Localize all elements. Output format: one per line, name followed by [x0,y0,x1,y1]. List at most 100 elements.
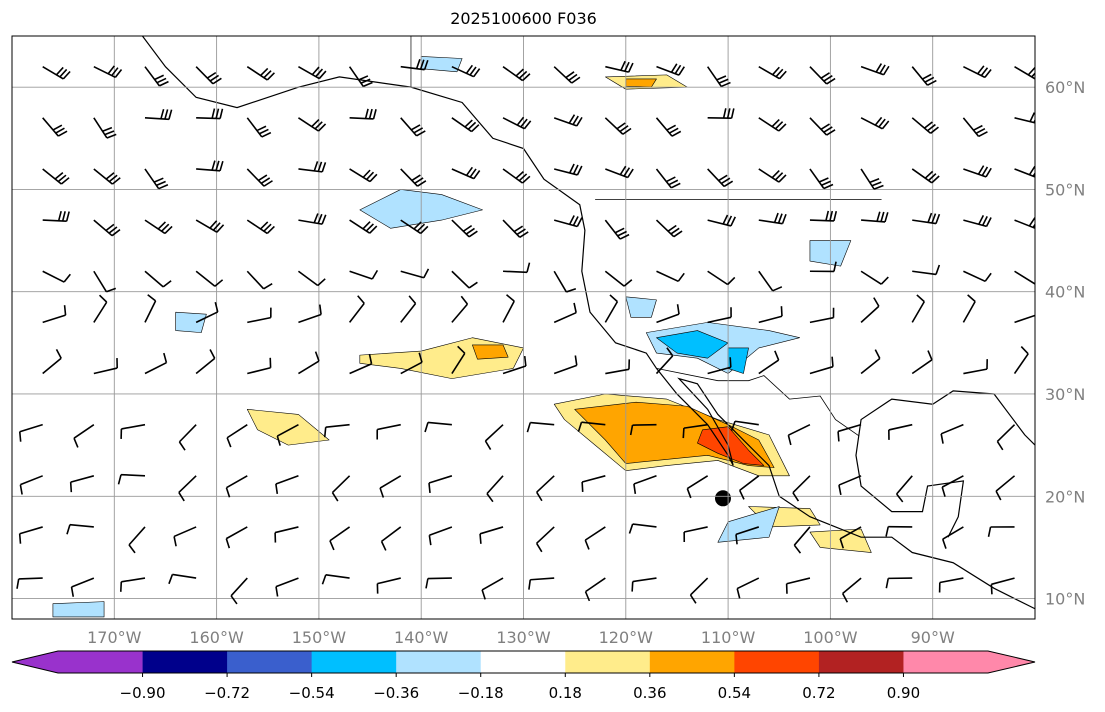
barb-flag [775,68,784,78]
wind-barb [349,269,379,280]
wind-barb [655,168,681,189]
wind-barb [553,114,583,127]
barb-flag [380,541,387,551]
wind-barb [629,423,657,436]
barb-flag [506,294,515,302]
barb-flag [168,574,174,585]
barb-flag [54,172,64,180]
barb-flag [260,67,269,77]
barb-flag [275,586,279,597]
barb-flag [314,351,320,362]
barb-flag [468,230,478,238]
barb-flag [317,123,327,132]
barb-flag [726,108,731,119]
wind-barb [178,475,197,502]
wind-barb [144,66,169,87]
barb-staff [275,577,299,588]
wind-barb [841,577,862,603]
wind-barb [526,421,555,433]
colorbar-segment [227,651,313,673]
barb-flag [416,223,426,232]
barb-flag [266,72,275,81]
wind-barb [451,295,469,323]
barb-flag [780,306,783,317]
barb-flag [722,214,729,225]
wind-barb [860,349,881,375]
barb-staff [144,66,161,87]
barb-staff [553,311,577,324]
wind-barb [809,168,834,190]
wind-barb [885,525,913,537]
barb-staff [655,219,675,238]
barb-staff [530,421,555,426]
barb-flag [566,287,577,293]
barb-flag [362,81,373,88]
barb-flag [413,221,422,230]
barb-staff [226,475,248,489]
barb-flag [931,213,937,224]
barb-staff [400,219,422,235]
barb-flag [571,76,581,84]
wind-barb [738,475,760,500]
barb-flag [967,294,976,303]
barb-staff [173,526,197,538]
barb-flag [895,493,904,503]
colorbar-outline [11,650,1036,674]
lon-tick-label: 110°W [701,628,756,647]
barb-flag [1020,345,1029,355]
barb-staff [707,366,732,375]
wind-barb [656,63,685,76]
wind-barb [225,475,248,498]
barb-flag [1027,66,1035,76]
barb-flag [576,217,583,227]
barb-flag [981,216,988,226]
colorbar-tick-label: 0.36 [633,684,666,702]
barb-flag [160,108,165,120]
barb-flag [60,177,70,185]
lon-tick-label: 100°W [803,628,858,647]
barb-flag [469,66,477,76]
barb-flag [935,213,941,224]
barb-flag [423,60,429,70]
barb-staff [400,361,423,375]
wind-barb [962,294,976,323]
colorbar-tick-label: 0.54 [718,684,751,702]
barb-staff [656,313,680,324]
wind-barb [451,64,481,78]
barb-staff [18,577,43,580]
wind-barb [940,423,964,444]
barb-staff [298,360,320,375]
wind-barb [42,349,62,375]
barb-staff [486,475,504,495]
wind-barb [839,526,862,549]
wind-barb [707,357,732,375]
barb-flag [315,68,324,78]
wind-barb [860,168,884,190]
barb-flag [106,133,117,139]
wind-barb [323,423,350,438]
barb-flag [996,441,1004,451]
barb-staff [93,367,118,375]
barb-flag [973,124,983,131]
barb-flag [313,161,319,172]
barb-staff [502,300,515,323]
wind-barb [502,66,531,82]
wind-barb [861,211,889,223]
wind-barb [962,117,988,138]
wind-barb [686,475,709,499]
barb-flag [55,66,64,76]
barb-flag [793,544,802,554]
wind-barb [633,475,657,494]
wind-barb [963,359,989,375]
barb-flag [516,228,526,236]
barb-flag [275,483,279,495]
barb-staff [451,219,470,238]
barb-flag [63,273,71,283]
barb-flag [428,482,431,494]
wind-barb [379,475,402,498]
wind-barb [19,475,43,495]
barb-flag [873,184,884,190]
barb-flag [977,165,985,175]
wind-barb [246,117,272,138]
barb-staff [655,168,672,189]
